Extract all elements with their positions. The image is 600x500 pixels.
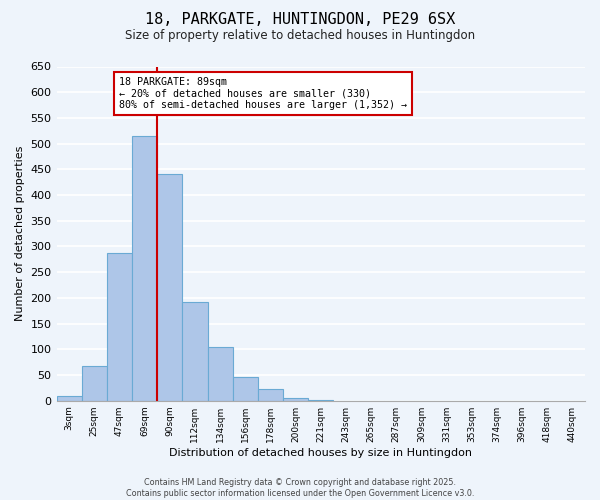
Bar — [208, 346, 233, 401]
Bar — [157, 174, 182, 400]
Text: 18 PARKGATE: 89sqm
← 20% of detached houses are smaller (330)
80% of semi-detach: 18 PARKGATE: 89sqm ← 20% of detached hou… — [119, 77, 407, 110]
Text: Contains HM Land Registry data © Crown copyright and database right 2025.
Contai: Contains HM Land Registry data © Crown c… — [126, 478, 474, 498]
Bar — [56, 396, 82, 400]
Text: 18, PARKGATE, HUNTINGDON, PE29 6SX: 18, PARKGATE, HUNTINGDON, PE29 6SX — [145, 12, 455, 28]
X-axis label: Distribution of detached houses by size in Huntingdon: Distribution of detached houses by size … — [169, 448, 472, 458]
Bar — [82, 366, 107, 400]
Bar — [283, 398, 308, 400]
Bar — [107, 252, 132, 400]
Bar — [258, 390, 283, 400]
Y-axis label: Number of detached properties: Number of detached properties — [15, 146, 25, 322]
Bar — [182, 302, 208, 400]
Bar — [132, 136, 157, 400]
Bar — [233, 377, 258, 400]
Text: Size of property relative to detached houses in Huntingdon: Size of property relative to detached ho… — [125, 29, 475, 42]
